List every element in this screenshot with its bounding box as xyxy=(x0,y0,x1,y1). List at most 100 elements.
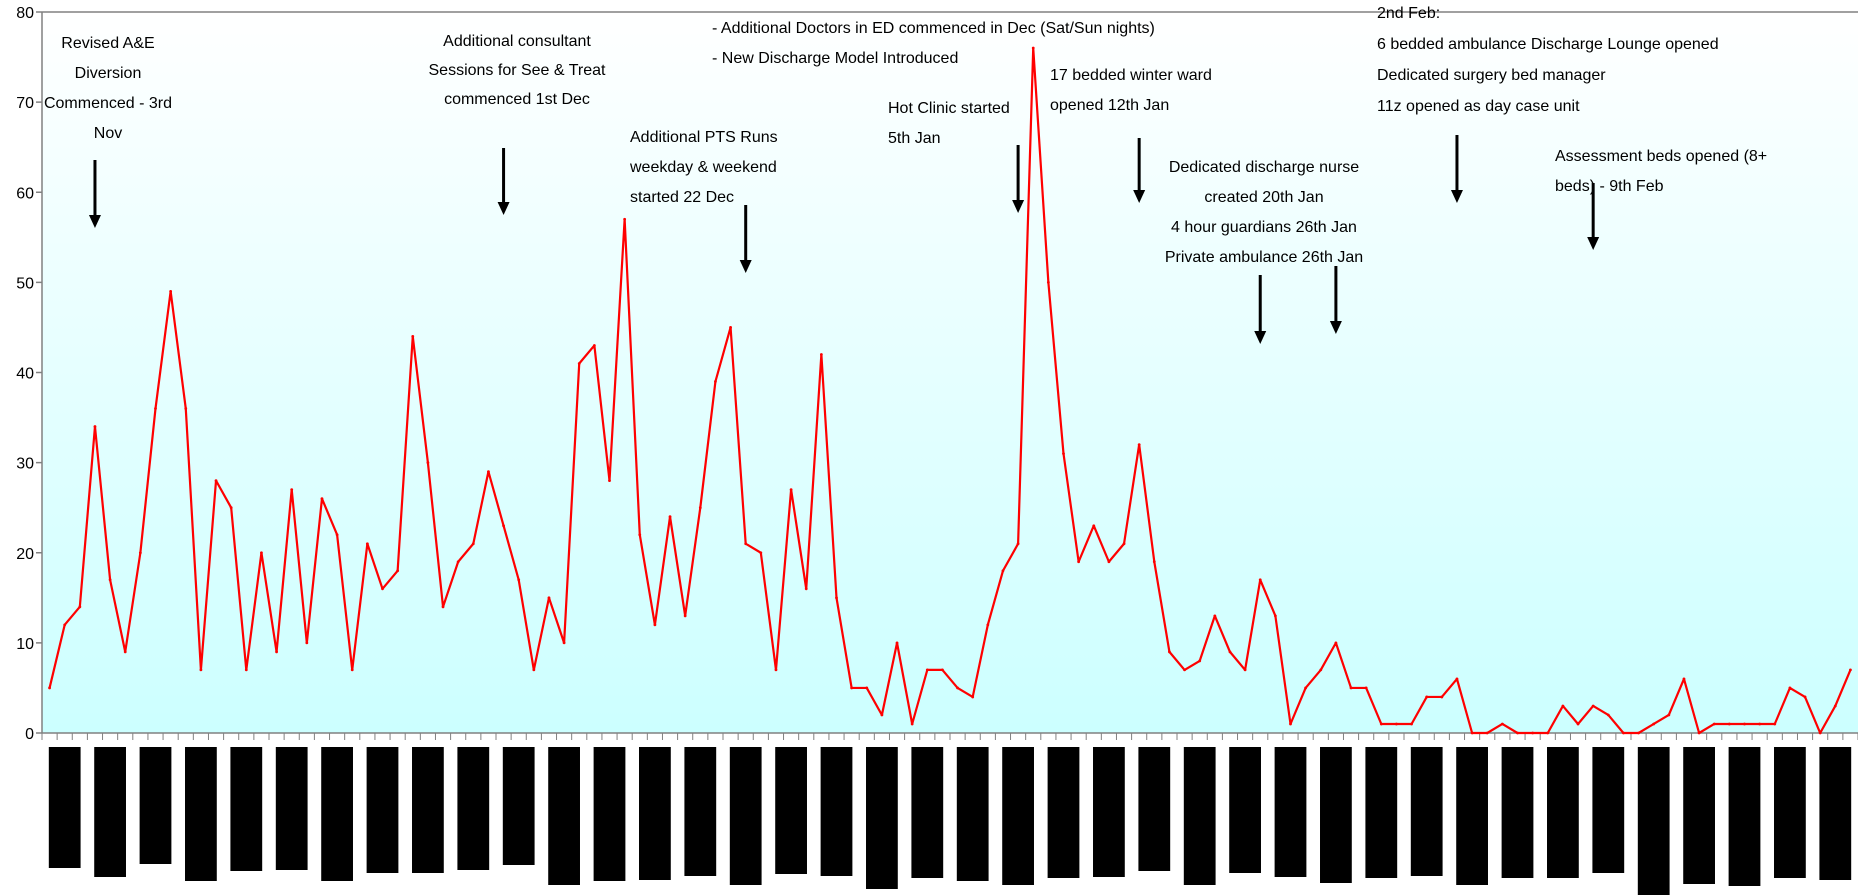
annotation-text: Dedicated discharge nurse xyxy=(1169,159,1359,176)
data-point xyxy=(835,596,838,600)
category-label-block xyxy=(1320,747,1352,883)
data-point xyxy=(774,668,778,672)
data-point xyxy=(683,614,687,618)
category-label-block xyxy=(1774,747,1806,878)
data-point xyxy=(1773,722,1777,726)
data-point xyxy=(1758,722,1762,726)
category-label-block xyxy=(1183,747,1216,885)
category-label-block xyxy=(1047,747,1080,878)
data-point xyxy=(487,470,490,474)
data-point xyxy=(381,587,384,591)
data-point xyxy=(1349,686,1353,690)
category-label-block xyxy=(185,747,217,881)
annotations: Revised A&E Diversion Commenced - 3rd Nov Ad… xyxy=(44,5,1767,344)
data-point xyxy=(1803,695,1807,699)
category-label-block xyxy=(1002,747,1034,885)
data-point xyxy=(1788,686,1792,690)
category-label-block xyxy=(94,747,126,877)
annotation-text: Nov xyxy=(94,125,122,142)
data-point xyxy=(154,407,157,410)
category-label-block xyxy=(956,747,989,881)
data-point xyxy=(850,686,854,690)
data-point xyxy=(335,533,339,537)
category-label-block xyxy=(366,747,399,873)
data-point xyxy=(1364,686,1368,690)
data-point xyxy=(1137,443,1141,446)
data-point xyxy=(1727,722,1731,726)
data-point xyxy=(48,686,51,690)
data-point xyxy=(1606,713,1610,717)
category-label-block xyxy=(1229,747,1261,873)
category-label-block xyxy=(1410,747,1443,876)
category-label-block xyxy=(820,747,853,876)
data-point xyxy=(1712,722,1716,726)
data-point xyxy=(199,668,203,672)
category-label-block xyxy=(684,747,717,876)
data-point xyxy=(623,217,627,221)
data-point xyxy=(1198,659,1202,663)
annotation-arrow-head xyxy=(1329,321,1342,334)
series-line xyxy=(48,46,1852,735)
y-tick-label: 0 xyxy=(25,726,34,743)
data-point xyxy=(698,506,702,510)
data-point xyxy=(305,641,309,645)
y-axis: 0 10 20 30 40 50 60 70 80 xyxy=(16,5,1858,743)
plot-area xyxy=(42,12,1858,733)
category-label-block xyxy=(275,747,308,870)
annotation-arrow-head xyxy=(739,260,752,273)
data-point xyxy=(1062,452,1065,456)
data-point xyxy=(456,560,460,564)
data-point xyxy=(1485,731,1489,735)
data-point xyxy=(1561,704,1565,708)
data-point xyxy=(138,551,142,555)
y-tick-label: 60 xyxy=(16,185,34,202)
data-point xyxy=(1546,731,1550,735)
data-point xyxy=(63,623,67,627)
data-point xyxy=(1455,677,1459,681)
data-point xyxy=(471,542,475,546)
data-point xyxy=(78,605,82,609)
data-point xyxy=(1289,722,1292,726)
data-point xyxy=(668,515,672,519)
data-point xyxy=(1319,668,1323,672)
category-label-block xyxy=(412,747,444,873)
category-label-block xyxy=(866,747,898,889)
data-point xyxy=(1637,731,1640,735)
data-point xyxy=(744,542,748,546)
annotation-text: Additional consultant xyxy=(443,33,591,50)
data-point xyxy=(880,713,884,717)
annotation-text: - New Discharge Model Introduced xyxy=(712,50,958,67)
data-point xyxy=(1258,578,1262,582)
data-point xyxy=(1016,542,1020,546)
annotation-text: beds) - 9th Feb xyxy=(1555,178,1664,195)
annotation-text: 6 bedded ambulance Discharge Lounge open… xyxy=(1377,36,1719,53)
category-label-block xyxy=(1093,747,1125,877)
annotation-arrow-head xyxy=(1587,237,1600,250)
data-point xyxy=(1833,704,1837,708)
data-point xyxy=(714,380,717,383)
data-point xyxy=(244,668,248,672)
category-label-block xyxy=(230,747,263,871)
annotation-text: Dedicated surgery bed manager xyxy=(1377,67,1606,84)
data-point xyxy=(350,668,354,672)
data-point xyxy=(1395,722,1398,726)
data-point xyxy=(517,578,521,582)
annotation-arrow-head xyxy=(497,202,510,215)
annotation-text: 5th Jan xyxy=(888,130,940,147)
category-label-block xyxy=(593,747,626,881)
data-point xyxy=(577,362,581,365)
data-point xyxy=(1077,560,1081,564)
y-tick-label: 10 xyxy=(16,636,34,653)
data-point xyxy=(1500,722,1504,726)
data-point xyxy=(608,479,611,483)
annotation-text: created 20th Jan xyxy=(1204,189,1323,206)
data-point xyxy=(411,335,415,338)
annotation-text: 2nd Feb: xyxy=(1377,5,1440,22)
annotation-text: 17 bedded winter ward xyxy=(1050,67,1212,84)
y-tick-label: 30 xyxy=(16,456,34,473)
data-point xyxy=(320,497,324,501)
annotation-text: 4 hour guardians 26th Jan xyxy=(1171,219,1357,236)
data-point xyxy=(1652,722,1656,726)
category-label-block xyxy=(548,747,580,885)
data-point xyxy=(819,353,823,356)
